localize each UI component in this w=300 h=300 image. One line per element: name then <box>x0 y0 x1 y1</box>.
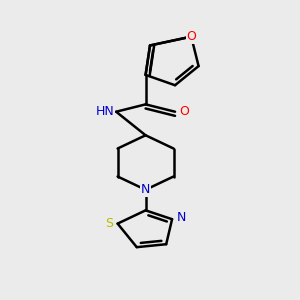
Text: S: S <box>105 217 113 230</box>
Text: O: O <box>179 105 189 118</box>
Text: O: O <box>186 30 196 43</box>
Text: HN: HN <box>96 105 115 118</box>
Text: N: N <box>176 211 186 224</box>
Text: N: N <box>141 183 150 196</box>
